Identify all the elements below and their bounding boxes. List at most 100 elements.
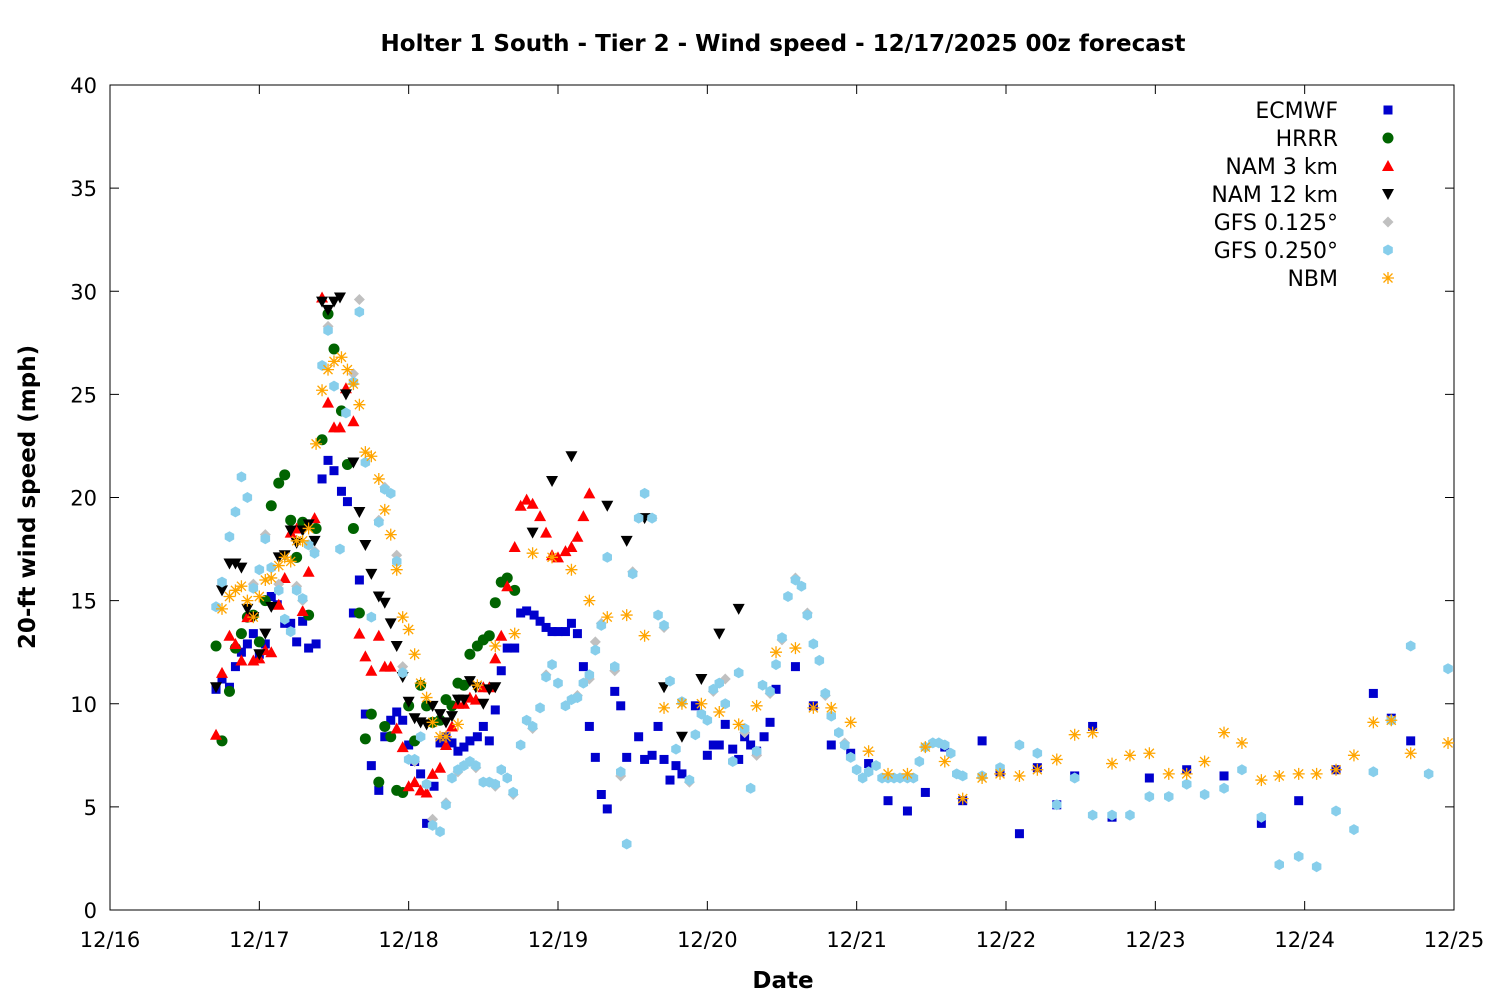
data-point xyxy=(285,514,297,526)
data-point xyxy=(310,522,322,534)
data-point xyxy=(665,775,675,785)
data-point xyxy=(211,601,221,613)
data-point xyxy=(690,729,701,741)
data-point xyxy=(757,679,768,691)
data-point xyxy=(508,786,518,798)
data-point xyxy=(396,741,409,753)
data-point xyxy=(434,709,447,721)
data-point xyxy=(274,584,284,596)
data-point xyxy=(653,721,663,731)
data-point xyxy=(751,745,762,757)
data-point xyxy=(408,776,421,788)
data-point xyxy=(409,753,420,765)
data-point xyxy=(578,677,589,689)
data-point xyxy=(353,607,365,619)
data-point xyxy=(728,756,738,767)
data-point xyxy=(341,363,354,376)
data-points xyxy=(210,291,1455,873)
data-point xyxy=(490,705,500,715)
data-point xyxy=(565,451,578,463)
data-point xyxy=(471,679,484,692)
data-point xyxy=(385,731,397,743)
y-tick-label: 30 xyxy=(70,280,97,304)
data-point xyxy=(658,701,671,714)
data-point xyxy=(589,636,601,648)
data-point xyxy=(1069,772,1080,784)
data-point xyxy=(297,593,308,605)
data-point xyxy=(335,543,345,555)
data-point xyxy=(659,619,669,631)
y-tick-label: 40 xyxy=(70,74,97,98)
data-point xyxy=(296,604,309,616)
data-point xyxy=(291,551,303,563)
data-point xyxy=(266,562,276,574)
series-nbm xyxy=(216,351,1455,805)
data-point xyxy=(690,701,700,711)
data-point xyxy=(360,709,370,719)
x-tick-label: 12/17 xyxy=(229,928,290,952)
data-point xyxy=(1368,766,1379,778)
data-point xyxy=(977,736,987,746)
data-point xyxy=(1237,764,1247,776)
data-point xyxy=(253,590,266,603)
data-point xyxy=(541,622,551,632)
data-point xyxy=(230,662,240,672)
data-point xyxy=(1255,774,1268,787)
data-point xyxy=(789,642,802,655)
chart-title: Holter 1 South - Tier 2 - Wind speed - 1… xyxy=(381,31,1186,57)
data-point xyxy=(490,778,500,790)
data-point xyxy=(414,677,427,690)
data-point xyxy=(265,646,278,658)
data-point xyxy=(547,659,557,671)
data-point xyxy=(1368,688,1378,698)
data-point xyxy=(1423,768,1434,780)
data-point xyxy=(814,654,825,666)
data-point xyxy=(677,769,687,779)
data-point xyxy=(1144,773,1154,783)
legend-label: HRRR xyxy=(1276,127,1338,152)
data-point xyxy=(577,510,590,522)
data-point xyxy=(938,755,951,768)
data-point xyxy=(434,761,447,773)
data-point xyxy=(633,512,644,524)
data-point xyxy=(733,667,744,679)
data-point xyxy=(347,378,360,391)
data-point xyxy=(322,363,335,376)
data-point xyxy=(310,437,323,450)
data-point xyxy=(535,616,545,626)
data-point xyxy=(266,592,276,601)
data-point xyxy=(210,682,223,694)
data-point xyxy=(354,306,365,318)
data-point xyxy=(259,574,272,586)
data-point xyxy=(248,582,259,594)
legend-marker xyxy=(1382,132,1394,144)
data-point xyxy=(1032,747,1043,759)
data-point xyxy=(696,708,707,720)
legend-marker xyxy=(1382,189,1394,200)
data-point xyxy=(750,699,763,712)
data-point xyxy=(1385,714,1398,727)
data-point xyxy=(845,751,856,763)
data-point xyxy=(374,516,384,528)
data-point xyxy=(335,351,348,364)
data-point xyxy=(553,677,563,689)
data-point xyxy=(286,618,296,628)
data-point xyxy=(229,558,242,570)
data-point xyxy=(392,707,402,717)
legend-label: GFS 0.125° xyxy=(1214,211,1338,236)
data-point xyxy=(1052,799,1062,811)
data-point xyxy=(796,580,807,592)
data-point xyxy=(627,568,638,580)
data-point xyxy=(529,610,539,620)
data-point xyxy=(1310,767,1323,780)
data-point xyxy=(386,715,396,725)
data-point xyxy=(659,754,669,764)
data-point xyxy=(526,527,539,539)
data-point xyxy=(463,676,476,688)
data-point xyxy=(501,580,514,592)
data-point xyxy=(553,627,563,637)
data-point xyxy=(1256,818,1266,828)
data-point xyxy=(501,572,513,584)
data-point xyxy=(229,584,242,597)
data-point xyxy=(373,776,385,788)
